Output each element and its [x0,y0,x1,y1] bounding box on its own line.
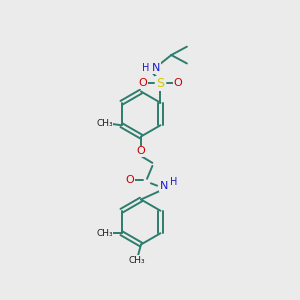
Text: O: O [173,78,182,88]
Text: CH₃: CH₃ [96,229,113,238]
Text: N: N [152,63,160,73]
Text: H: H [142,63,150,73]
Text: N: N [160,181,169,191]
Text: O: O [139,78,148,88]
Text: O: O [136,146,146,157]
Text: H: H [170,177,178,187]
Text: O: O [125,175,134,185]
Text: S: S [157,77,164,90]
Text: CH₃: CH₃ [128,256,145,265]
Text: CH₃: CH₃ [96,119,113,128]
